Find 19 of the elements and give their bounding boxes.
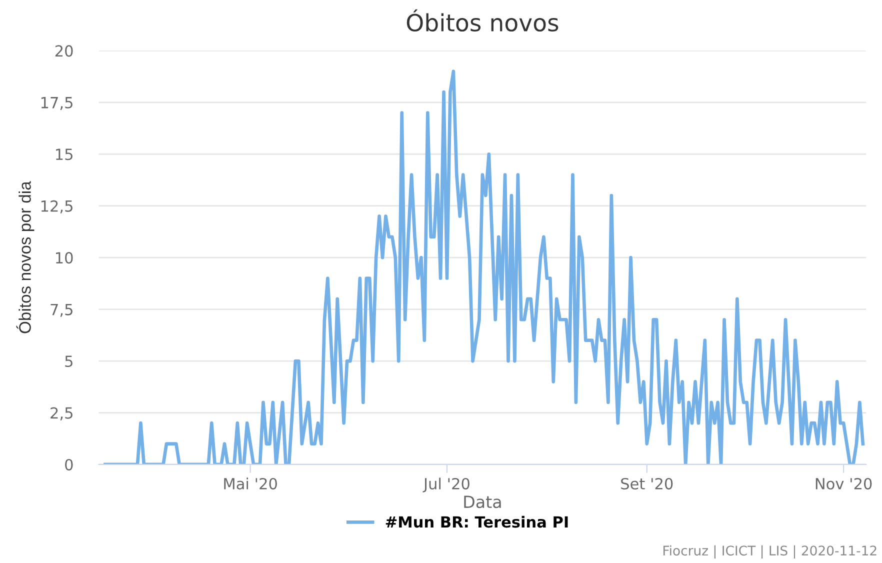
chart-title: Óbitos novos bbox=[406, 9, 558, 32]
y-tick-label: 7,5 bbox=[50, 304, 72, 317]
y-tick-label: 12,5 bbox=[41, 200, 72, 214]
line-series bbox=[104, 70, 865, 464]
y-tick-label: 5 bbox=[65, 356, 72, 368]
y-axis-title: Óbitos novos por dia bbox=[16, 181, 34, 334]
x-tick-label: Jul '20 bbox=[422, 478, 470, 492]
y-tick-label: 20 bbox=[55, 45, 73, 57]
y-tick-label: 2,5 bbox=[50, 407, 72, 420]
x-axis-title: Data bbox=[464, 496, 501, 508]
text: Fiocruz | ICICT | LIS | 2020-11-12 bbox=[663, 545, 876, 558]
y-tick-label: 17,5 bbox=[41, 97, 72, 110]
y-tick-label: 0 bbox=[65, 458, 73, 470]
x-tick-label: Mai '20 bbox=[224, 478, 277, 490]
y-tick-label: 15 bbox=[56, 148, 72, 160]
x-tick-label: Nov '20 bbox=[816, 478, 872, 490]
legend-label: #Mun BR: Teresina PI bbox=[386, 516, 568, 528]
x-tick-label: Set '20 bbox=[621, 478, 673, 490]
y-tick-label: 10 bbox=[56, 252, 73, 264]
